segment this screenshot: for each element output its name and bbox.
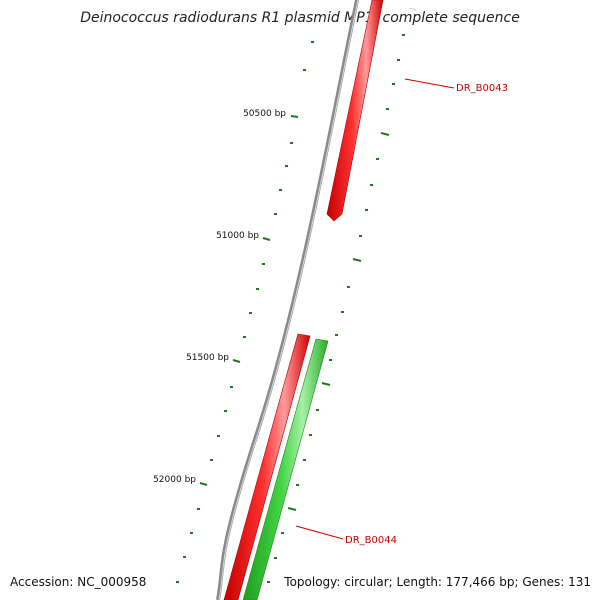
ruler-label: 50500 bp xyxy=(243,109,286,119)
outer-major-tick-marks xyxy=(287,132,390,511)
outer-tick-marks xyxy=(267,34,405,583)
sequence-backbone-highlight xyxy=(218,0,359,600)
inner-tick-marks xyxy=(176,41,314,583)
callout-line-dr-b0044 xyxy=(295,525,344,540)
major-tick-marks xyxy=(199,115,299,486)
accession-label: Accession: NC_000958 xyxy=(10,575,147,589)
gene-label-dr-b0043[interactable]: DR_B0043 xyxy=(456,83,508,94)
ruler-label: 51000 bp xyxy=(216,231,259,241)
map-title: Deinococcus radiodurans R1 plasmid MP1, … xyxy=(80,10,520,26)
gene-label-dr-b0044[interactable]: DR_B0044 xyxy=(345,535,397,546)
ruler-label: 51500 bp xyxy=(186,353,229,363)
callout-line-dr-b0043 xyxy=(404,78,455,89)
summary-label: Topology: circular; Length: 177,466 bp; … xyxy=(284,575,591,589)
ruler-label: 52000 bp xyxy=(153,475,196,485)
sequence-backbone xyxy=(216,0,359,600)
gene-dr-b0044[interactable] xyxy=(223,333,311,600)
gene-dr-b0043[interactable] xyxy=(326,0,417,222)
gene-forward[interactable] xyxy=(242,338,329,600)
